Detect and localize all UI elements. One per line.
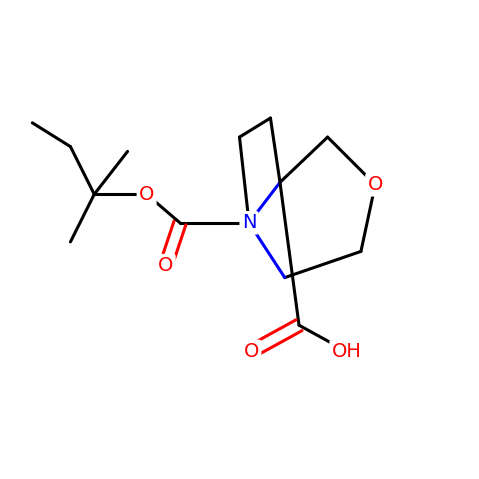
Text: O: O [139,185,154,204]
Text: O: O [244,342,259,361]
Text: O: O [158,256,173,275]
Text: O: O [367,175,383,194]
Text: N: N [242,213,256,232]
Text: OH: OH [332,342,362,361]
